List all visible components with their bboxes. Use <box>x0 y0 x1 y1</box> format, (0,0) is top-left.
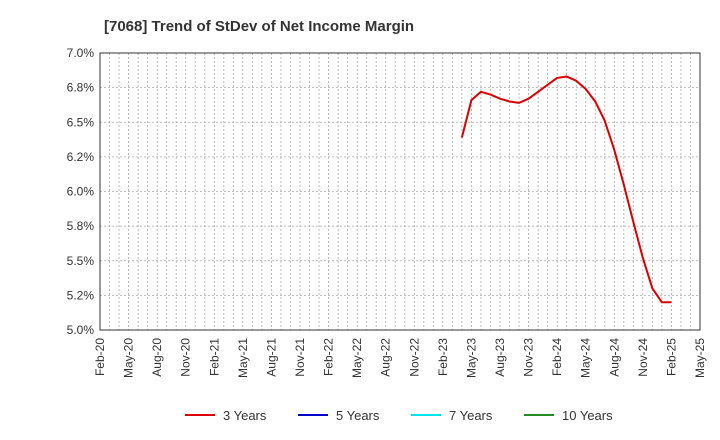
x-tick-label: May-21 <box>236 338 250 378</box>
x-tick-label: May-22 <box>350 338 364 378</box>
x-tick-label: Aug-24 <box>607 338 621 377</box>
y-tick-label: 5.2% <box>67 288 95 302</box>
x-tick-label: Feb-24 <box>550 338 564 376</box>
legend-label: 5 Years <box>336 408 380 423</box>
x-tick-label: Nov-23 <box>522 338 536 377</box>
y-tick-label: 6.5% <box>67 115 95 129</box>
x-tick-label: May-23 <box>464 338 478 378</box>
x-tick-label: Feb-20 <box>93 338 107 376</box>
y-tick-label: 7.0% <box>67 46 95 60</box>
y-tick-label: 5.8% <box>67 219 95 233</box>
x-tick-label: Nov-24 <box>636 338 650 377</box>
x-tick-label: Feb-25 <box>664 338 678 376</box>
x-tick-label: Feb-23 <box>436 338 450 376</box>
x-tick-label: Aug-21 <box>264 338 278 377</box>
series-line <box>460 75 672 304</box>
plot-frame <box>99 52 701 331</box>
legend: 3 Years 5 Years 7 Years 10 Years <box>185 408 613 423</box>
x-tick-label: Feb-22 <box>322 338 336 376</box>
y-tick-label: 5.0% <box>67 323 95 337</box>
x-tick-label: May-24 <box>579 338 593 378</box>
y-tick-label: 6.8% <box>67 81 95 95</box>
x-tick-label: Aug-23 <box>493 338 507 377</box>
y-tick-label: 6.0% <box>67 185 95 199</box>
y-tick-label: 6.2% <box>67 150 95 164</box>
plot-area: 5.0% 5.2% 5.5% 5.8% 6.0% 6.2% 6.5% 6.8% 7.0% Feb-… <box>67 46 707 378</box>
x-tick-label: Nov-20 <box>179 338 193 377</box>
x-tick-label: Aug-22 <box>379 338 393 377</box>
x-tick-label: May-20 <box>122 338 136 378</box>
x-tick-label: Aug-20 <box>150 338 164 377</box>
legend-label: 10 Years <box>562 408 613 423</box>
x-tick-label: Feb-21 <box>207 338 221 376</box>
y-tick-label: 5.5% <box>67 254 95 268</box>
chart-title: [7068] Trend of StDev of Net Income Marg… <box>104 18 414 35</box>
legend-label: 3 Years <box>223 408 267 423</box>
legend-label: 7 Years <box>449 408 493 423</box>
x-tick-label: May-25 <box>693 338 707 378</box>
x-tick-label: Nov-21 <box>293 338 307 377</box>
x-tick-label: Nov-22 <box>407 338 421 377</box>
